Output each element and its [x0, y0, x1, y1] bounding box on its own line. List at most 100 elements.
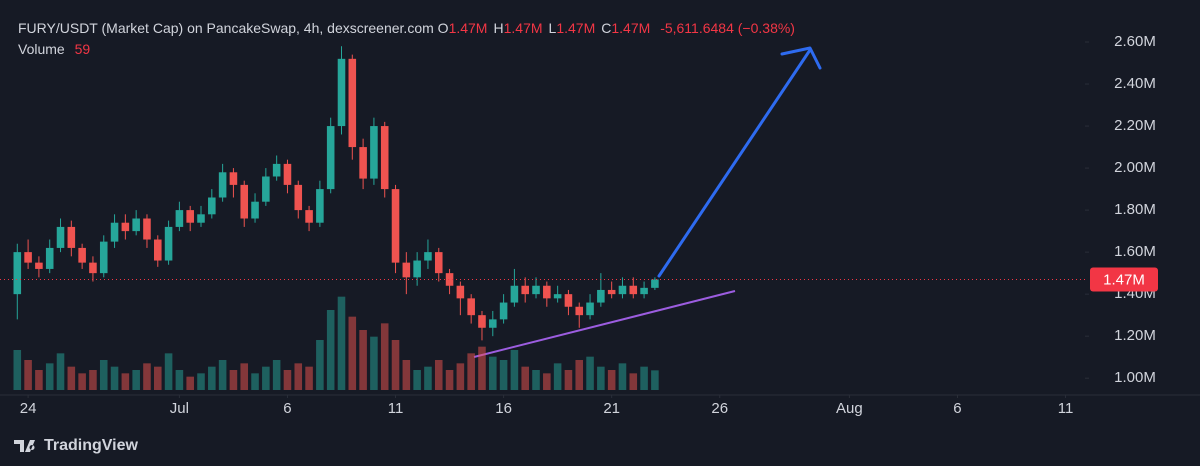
volume-bar: [89, 370, 97, 390]
candle-body: [78, 247, 86, 263]
candle-body: [629, 285, 638, 295]
arrow-head: [780, 46, 822, 70]
candle-body: [564, 294, 573, 307]
x-tick-label: 11: [388, 400, 404, 417]
volume-bar: [240, 363, 249, 390]
arrow-shaft: [657, 48, 812, 278]
volume-bar: [521, 366, 529, 390]
candle-body: [153, 239, 162, 261]
candle-body: [499, 302, 508, 320]
candle-body: [35, 262, 43, 269]
volume-bar: [575, 360, 584, 390]
candle-body: [510, 285, 519, 303]
candle-body: [478, 315, 486, 328]
volume-bar: [370, 336, 378, 390]
volume-bar: [294, 363, 303, 390]
volume-bar: [456, 363, 465, 390]
candle-body: [175, 210, 184, 227]
candle-body: [640, 287, 648, 295]
candle-body: [262, 176, 270, 202]
volume-bar: [197, 373, 205, 390]
x-tick-label: 11: [1058, 400, 1074, 417]
volume-bar: [651, 370, 659, 390]
ohlc-values: O1.47M H1.47M L1.47M C1.47M: [438, 20, 657, 36]
volume-bar: [510, 350, 519, 390]
candle-body: [380, 126, 389, 190]
volume-bar: [67, 366, 76, 390]
candle-body: [391, 189, 400, 263]
candle-body: [305, 210, 313, 223]
volume-bar: [175, 370, 184, 390]
y-tick-label: 2.00M: [1114, 159, 1156, 176]
volume-bar: [607, 370, 616, 390]
x-tick-label: 26: [711, 400, 728, 417]
volume-bar: [348, 316, 357, 390]
x-tick-label: 16: [495, 400, 512, 417]
y-tick-label: 1.20M: [1114, 327, 1156, 344]
candle-body: [456, 285, 465, 299]
volume-bar: [629, 373, 638, 390]
volume-value: 59: [74, 41, 91, 57]
candle-body: [575, 306, 584, 316]
candle-body: [132, 218, 140, 232]
brand: TradingView: [14, 437, 138, 455]
volume-bar: [24, 360, 32, 390]
symbol-title: FURY/USDT (Market Cap) on PancakeSwap, 4…: [18, 20, 434, 36]
x-tick-label: Aug: [836, 400, 863, 417]
x-tick-label: Jul: [170, 400, 189, 417]
volume-bar: [35, 370, 43, 390]
candle-body: [294, 184, 303, 211]
candle-body: [45, 247, 54, 269]
candle-body: [651, 279, 659, 288]
candle-body: [607, 289, 616, 295]
candle-body: [402, 262, 411, 278]
volume-bar: [478, 346, 486, 390]
volume-bar: [153, 366, 162, 390]
y-tick-label: 2.40M: [1114, 75, 1156, 92]
volume-bar: [564, 370, 573, 390]
candle-body: [413, 260, 421, 278]
candle-body: [467, 298, 475, 316]
candle-body: [521, 285, 529, 295]
candle-body: [240, 184, 249, 219]
volume-bar: [164, 353, 173, 390]
volume-bar: [305, 366, 313, 390]
last-price-label: 1.47M: [1103, 271, 1145, 288]
volume-bar: [262, 366, 270, 390]
y-tick-label: 1.80M: [1114, 201, 1156, 218]
x-tick-label: 6: [283, 400, 291, 417]
volume-bar: [597, 366, 605, 390]
y-tick-label: 2.20M: [1114, 117, 1156, 134]
candle-body: [359, 147, 367, 179]
candle-body: [121, 222, 130, 232]
legend: FURY/USDT (Market Cap) on PancakeSwap, 4…: [18, 20, 801, 36]
last-price-box: [1090, 267, 1158, 292]
volume-bar: [186, 376, 194, 390]
volume-bar: [618, 363, 627, 390]
volume-bar: [45, 363, 54, 390]
volume-bar: [110, 366, 119, 390]
candle-body: [164, 226, 173, 261]
ohlc-value: 1.47M: [611, 20, 651, 36]
volume-bar: [316, 340, 324, 390]
candle-body: [532, 285, 540, 295]
volume-bar: [402, 360, 411, 390]
candle-body: [445, 273, 454, 286]
candle-body: [218, 172, 227, 198]
candle-body: [208, 197, 216, 215]
volume-label: Volume: [18, 41, 65, 57]
volume-bar: [434, 360, 443, 390]
candle-body: [283, 163, 292, 185]
volume-bar: [143, 363, 151, 390]
volume-bar: [391, 340, 400, 390]
volume-legend: Volume 59: [18, 41, 96, 57]
volume-bar: [272, 360, 281, 390]
volume-bar: [208, 366, 216, 390]
volume-bar: [380, 323, 389, 390]
candle-body: [67, 226, 76, 248]
candle-body: [597, 289, 605, 303]
candle-body: [553, 294, 562, 299]
volume-bar: [13, 350, 22, 390]
